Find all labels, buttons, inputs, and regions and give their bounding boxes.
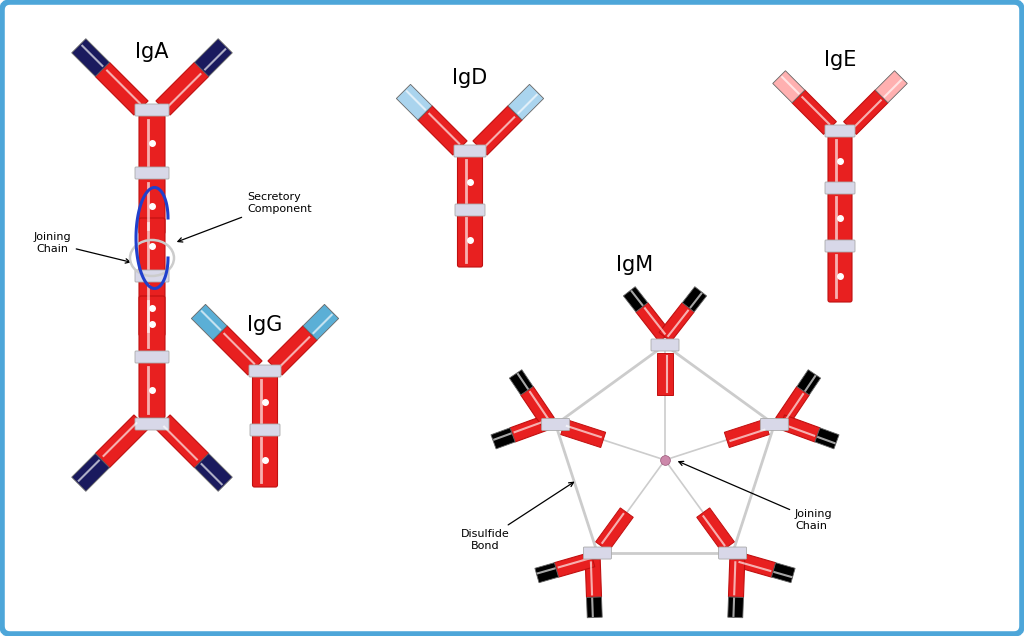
Polygon shape <box>657 353 673 395</box>
Polygon shape <box>596 508 633 551</box>
Text: Secretory
Component: Secretory Component <box>178 192 311 242</box>
Polygon shape <box>728 597 743 618</box>
FancyBboxPatch shape <box>761 418 788 431</box>
FancyBboxPatch shape <box>139 115 165 171</box>
FancyBboxPatch shape <box>135 104 169 116</box>
Polygon shape <box>535 563 558 583</box>
Polygon shape <box>521 387 554 426</box>
Polygon shape <box>554 552 595 577</box>
FancyBboxPatch shape <box>458 213 482 267</box>
Polygon shape <box>561 419 605 448</box>
FancyBboxPatch shape <box>825 240 855 252</box>
FancyBboxPatch shape <box>135 418 169 430</box>
FancyBboxPatch shape <box>719 547 746 559</box>
Text: Joining
Chain: Joining Chain <box>679 461 833 531</box>
Polygon shape <box>585 559 601 597</box>
FancyBboxPatch shape <box>139 362 165 418</box>
Polygon shape <box>773 71 805 103</box>
Polygon shape <box>396 85 432 120</box>
Polygon shape <box>191 305 227 340</box>
Polygon shape <box>508 85 544 120</box>
FancyBboxPatch shape <box>139 296 165 352</box>
Polygon shape <box>793 90 837 134</box>
FancyBboxPatch shape <box>135 167 169 179</box>
Polygon shape <box>95 415 148 467</box>
Polygon shape <box>72 453 110 491</box>
Polygon shape <box>490 428 515 449</box>
Text: IgD: IgD <box>453 68 487 88</box>
FancyBboxPatch shape <box>458 155 482 209</box>
FancyBboxPatch shape <box>253 433 278 487</box>
Polygon shape <box>156 62 209 115</box>
Polygon shape <box>876 71 907 103</box>
Text: IgA: IgA <box>135 42 169 62</box>
Polygon shape <box>195 39 232 76</box>
FancyBboxPatch shape <box>253 375 278 429</box>
Polygon shape <box>268 326 317 375</box>
Polygon shape <box>418 106 467 155</box>
FancyBboxPatch shape <box>249 365 281 377</box>
FancyBboxPatch shape <box>455 204 485 216</box>
FancyBboxPatch shape <box>825 125 855 137</box>
Polygon shape <box>303 305 339 340</box>
Polygon shape <box>95 62 148 115</box>
Polygon shape <box>510 415 551 442</box>
FancyBboxPatch shape <box>651 339 679 351</box>
Polygon shape <box>636 303 671 342</box>
FancyBboxPatch shape <box>584 547 611 559</box>
Polygon shape <box>72 39 110 76</box>
Polygon shape <box>844 90 888 134</box>
Polygon shape <box>156 415 209 467</box>
FancyBboxPatch shape <box>828 192 852 244</box>
Text: IgE: IgE <box>824 50 856 70</box>
Polygon shape <box>473 106 522 155</box>
FancyBboxPatch shape <box>139 218 165 274</box>
Polygon shape <box>776 387 809 426</box>
Text: Disulfide
Bond: Disulfide Bond <box>461 482 573 551</box>
Polygon shape <box>728 559 744 597</box>
FancyBboxPatch shape <box>828 250 852 302</box>
Text: Joining
Chain: Joining Chain <box>33 232 130 263</box>
Polygon shape <box>735 552 775 577</box>
Polygon shape <box>213 326 262 375</box>
Polygon shape <box>195 453 232 491</box>
FancyBboxPatch shape <box>135 351 169 363</box>
Polygon shape <box>696 508 734 551</box>
Polygon shape <box>509 370 534 395</box>
Polygon shape <box>815 428 839 449</box>
FancyBboxPatch shape <box>828 135 852 187</box>
FancyBboxPatch shape <box>454 145 486 157</box>
Text: IgM: IgM <box>616 255 653 275</box>
Polygon shape <box>724 419 769 448</box>
Polygon shape <box>779 415 820 442</box>
FancyBboxPatch shape <box>139 280 165 336</box>
FancyBboxPatch shape <box>250 424 280 436</box>
FancyBboxPatch shape <box>139 178 165 234</box>
FancyBboxPatch shape <box>542 418 569 431</box>
FancyBboxPatch shape <box>135 270 169 282</box>
Polygon shape <box>624 287 648 312</box>
Polygon shape <box>682 287 707 312</box>
Polygon shape <box>771 563 795 583</box>
Polygon shape <box>797 370 820 395</box>
Text: IgG: IgG <box>248 315 283 335</box>
Polygon shape <box>587 597 602 618</box>
Polygon shape <box>659 303 694 342</box>
FancyBboxPatch shape <box>825 182 855 194</box>
